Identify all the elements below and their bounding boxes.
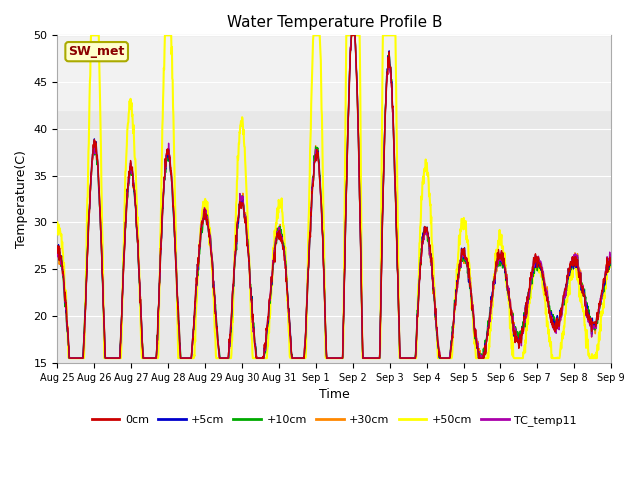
- +30cm: [97, 227, 104, 233]
- Line: +5cm: +5cm: [58, 36, 611, 358]
- +50cm: [301, 355, 308, 361]
- TC_temp11: [54, 250, 61, 255]
- +50cm: [54, 219, 61, 225]
- 0cm: [54, 243, 61, 249]
- +10cm: [607, 259, 615, 264]
- +5cm: [54, 247, 61, 253]
- TC_temp11: [66, 355, 74, 361]
- TC_temp11: [289, 355, 296, 361]
- +50cm: [97, 148, 105, 154]
- +30cm: [607, 256, 615, 262]
- 0cm: [310, 162, 318, 168]
- +10cm: [310, 153, 318, 158]
- +5cm: [369, 355, 377, 361]
- +10cm: [369, 355, 377, 361]
- Line: 0cm: 0cm: [58, 36, 611, 358]
- 0cm: [369, 355, 377, 361]
- +30cm: [348, 33, 355, 38]
- 0cm: [97, 227, 104, 233]
- +10cm: [119, 271, 127, 277]
- TC_temp11: [369, 355, 377, 361]
- +50cm: [369, 355, 377, 361]
- +5cm: [97, 228, 104, 233]
- Y-axis label: Temperature(C): Temperature(C): [15, 150, 28, 248]
- 0cm: [65, 355, 73, 361]
- +10cm: [65, 355, 73, 361]
- +30cm: [54, 251, 61, 256]
- +10cm: [300, 355, 308, 361]
- TC_temp11: [348, 33, 355, 38]
- 0cm: [119, 272, 127, 277]
- +30cm: [369, 355, 377, 361]
- +30cm: [289, 355, 296, 361]
- +30cm: [300, 355, 308, 361]
- +50cm: [289, 355, 297, 361]
- TC_temp11: [119, 275, 127, 281]
- +10cm: [289, 355, 296, 361]
- +5cm: [310, 159, 318, 165]
- +5cm: [119, 273, 127, 279]
- +50cm: [310, 33, 318, 38]
- +10cm: [54, 244, 61, 250]
- +30cm: [66, 355, 74, 361]
- TC_temp11: [310, 160, 318, 166]
- +10cm: [348, 33, 355, 38]
- +30cm: [310, 156, 318, 162]
- TC_temp11: [300, 355, 308, 361]
- Bar: [58, 36, 611, 110]
- +50cm: [120, 247, 127, 253]
- Legend: 0cm, +5cm, +10cm, +30cm, +50cm, TC_temp11: 0cm, +5cm, +10cm, +30cm, +50cm, TC_temp1…: [87, 411, 582, 431]
- +5cm: [607, 259, 615, 264]
- +30cm: [119, 276, 127, 282]
- +50cm: [88, 33, 95, 38]
- X-axis label: Time: Time: [319, 388, 349, 401]
- +50cm: [607, 260, 615, 265]
- TC_temp11: [607, 252, 615, 258]
- 0cm: [300, 355, 308, 361]
- Text: SW_met: SW_met: [68, 45, 125, 58]
- 0cm: [289, 355, 296, 361]
- +50cm: [65, 355, 73, 361]
- TC_temp11: [97, 221, 104, 227]
- +10cm: [97, 227, 104, 233]
- +5cm: [348, 33, 355, 38]
- +5cm: [65, 355, 73, 361]
- 0cm: [607, 260, 615, 266]
- Title: Water Temperature Profile B: Water Temperature Profile B: [227, 15, 442, 30]
- Line: TC_temp11: TC_temp11: [58, 36, 611, 358]
- Line: +10cm: +10cm: [58, 36, 611, 358]
- Line: +30cm: +30cm: [58, 36, 611, 358]
- +5cm: [289, 355, 296, 361]
- Line: +50cm: +50cm: [58, 36, 611, 358]
- +5cm: [300, 355, 308, 361]
- 0cm: [348, 33, 355, 38]
